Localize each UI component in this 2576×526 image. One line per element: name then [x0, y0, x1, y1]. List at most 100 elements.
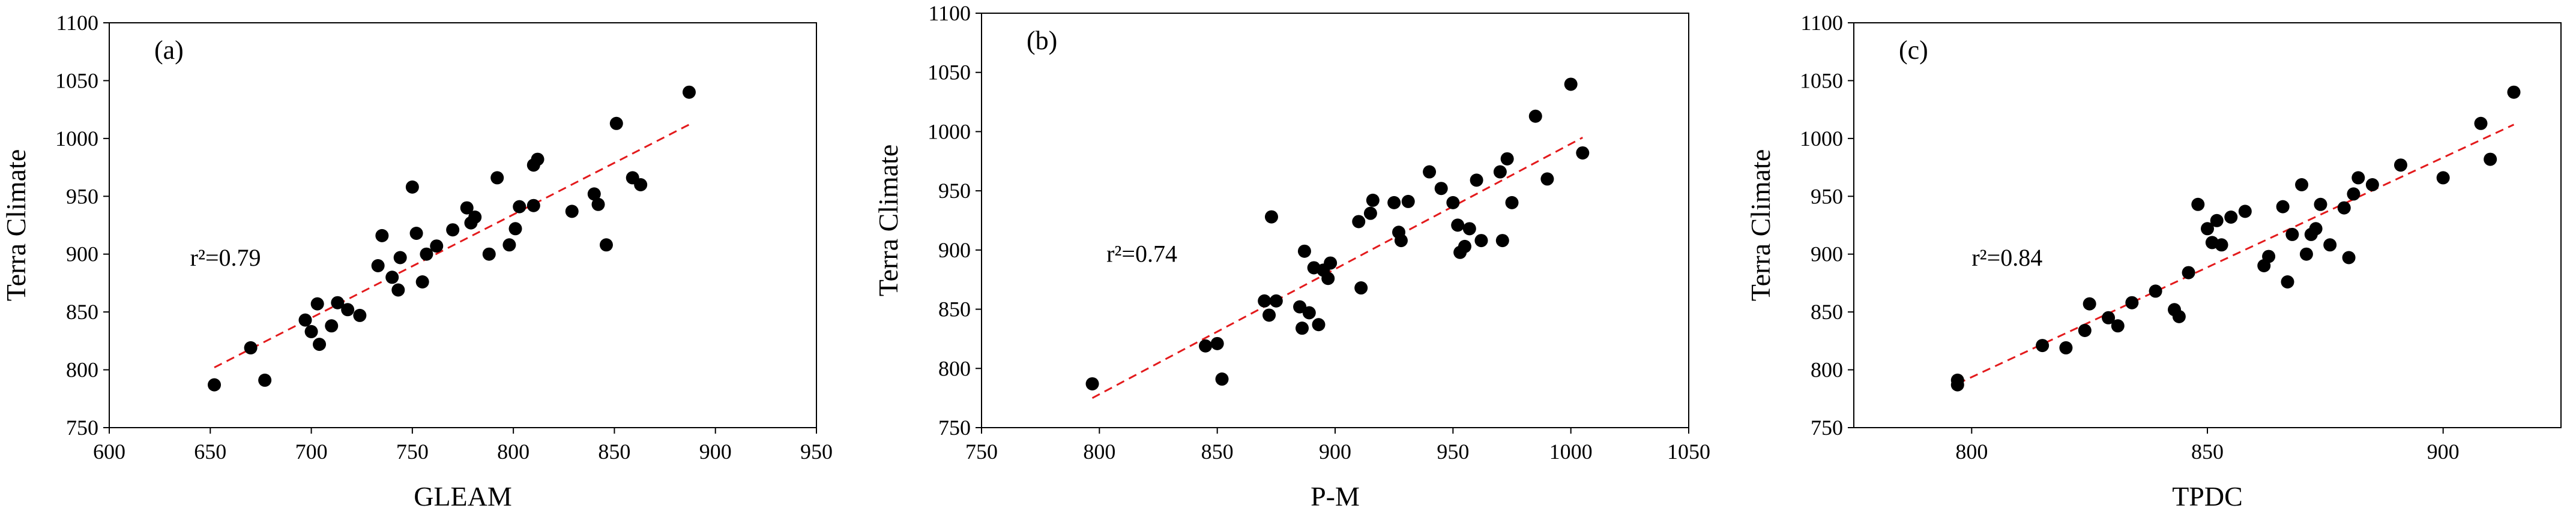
data-point — [1434, 182, 1448, 196]
x-tick-label: 800 — [1955, 440, 1988, 464]
data-point — [2295, 178, 2309, 191]
data-point — [1470, 173, 1483, 187]
data-point — [2436, 171, 2450, 185]
data-point — [1352, 215, 1366, 229]
data-point — [2484, 152, 2497, 166]
data-point — [1354, 281, 1368, 295]
data-point — [409, 227, 423, 240]
data-point — [2224, 211, 2238, 224]
y-tick-label: 850 — [1811, 300, 1843, 324]
data-point — [490, 171, 504, 185]
data-point — [341, 303, 355, 317]
data-point — [393, 251, 407, 264]
y-tick-label: 850 — [938, 297, 971, 321]
data-point — [2299, 247, 2313, 261]
data-point — [331, 296, 345, 309]
x-tick-label: 750 — [965, 440, 998, 464]
x-axis-title: TPDC — [2172, 481, 2243, 512]
data-point — [468, 211, 482, 224]
data-point — [460, 201, 474, 215]
panel-label: (c) — [1899, 35, 1928, 65]
x-tick-label: 650 — [194, 440, 226, 464]
data-point — [565, 205, 579, 218]
data-point — [531, 152, 544, 166]
data-point — [298, 313, 312, 327]
data-point — [1446, 196, 1460, 209]
y-tick-label: 1000 — [1800, 127, 1843, 151]
data-point — [1394, 234, 1408, 248]
y-tick-label: 950 — [66, 184, 98, 208]
data-point — [1199, 339, 1213, 353]
x-tick-label: 950 — [800, 440, 833, 464]
data-point — [682, 85, 696, 99]
y-tick-label: 900 — [938, 238, 971, 262]
data-point — [1297, 244, 1311, 258]
plot-frame — [981, 13, 1689, 428]
data-point — [1423, 165, 1437, 179]
data-point — [599, 238, 613, 252]
data-point — [2507, 85, 2521, 99]
data-point — [385, 270, 399, 284]
data-point — [2394, 158, 2407, 172]
y-tick-label: 1000 — [55, 127, 98, 151]
y-tick-label: 1000 — [928, 119, 971, 143]
y-tick-label: 800 — [1811, 358, 1843, 382]
data-point — [2309, 222, 2323, 236]
data-point — [1505, 196, 1519, 209]
data-point — [415, 275, 429, 288]
data-point — [1366, 193, 1380, 207]
data-point — [1540, 172, 1554, 186]
data-point — [391, 283, 405, 297]
panel-label: (b) — [1027, 26, 1057, 55]
data-point — [482, 247, 496, 261]
data-point — [2342, 251, 2356, 264]
x-tick-label: 700 — [295, 440, 328, 464]
data-point — [508, 222, 522, 236]
y-tick-label: 1100 — [928, 1, 971, 25]
data-point — [2347, 187, 2360, 201]
y-tick-label: 800 — [938, 356, 971, 380]
data-point — [446, 223, 460, 237]
trend-line — [1957, 124, 2515, 385]
data-point — [1401, 194, 1415, 208]
data-point — [1564, 77, 1578, 91]
y-tick-label: 750 — [66, 416, 98, 440]
data-point — [2314, 197, 2327, 211]
y-tick-label: 750 — [1811, 416, 1843, 440]
r2-annotation: r²=0.74 — [1106, 241, 1177, 267]
data-point — [2210, 214, 2224, 227]
data-point — [1293, 300, 1307, 314]
data-point — [1451, 218, 1465, 232]
trend-line — [1091, 136, 1584, 399]
data-point — [587, 187, 601, 201]
y-tick-label: 1050 — [1800, 68, 1843, 92]
data-point — [2337, 201, 2351, 215]
y-tick-label: 900 — [1811, 242, 1843, 266]
data-point — [244, 341, 258, 354]
x-tick-label: 900 — [1319, 440, 1351, 464]
data-point — [2262, 250, 2276, 263]
data-point — [2474, 116, 2488, 130]
data-point — [2182, 266, 2195, 279]
data-point — [1474, 234, 1488, 248]
data-point — [526, 199, 540, 212]
x-tick-label: 850 — [598, 440, 630, 464]
data-point — [1576, 146, 1590, 160]
data-point — [2281, 275, 2294, 288]
data-point — [1269, 294, 1283, 308]
data-point — [2276, 200, 2290, 214]
data-point — [2125, 296, 2139, 309]
data-point — [1210, 336, 1224, 350]
x-tick-label: 850 — [1201, 440, 1234, 464]
data-point — [1264, 210, 1278, 224]
data-point — [208, 378, 222, 392]
data-point — [2323, 238, 2337, 252]
data-point — [375, 229, 389, 242]
y-tick-label: 1100 — [56, 11, 98, 35]
data-point — [1462, 222, 1476, 236]
data-point — [310, 297, 324, 311]
y-axis-title: Terra Climate — [1, 149, 31, 302]
data-point — [513, 200, 526, 214]
y-tick-label: 900 — [66, 242, 98, 266]
data-point — [325, 319, 339, 333]
